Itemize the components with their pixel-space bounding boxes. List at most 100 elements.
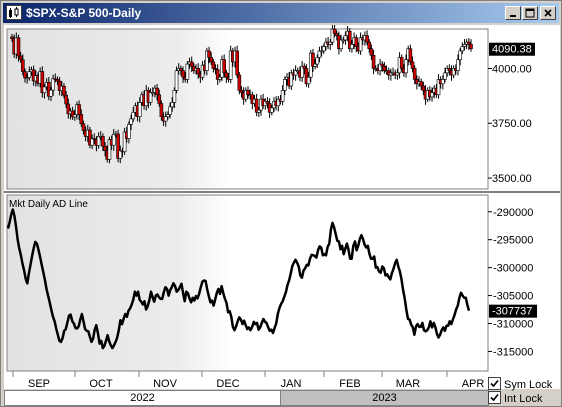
sym-lock-toggle[interactable]: Sym Lock [488,377,553,391]
price-candle [163,116,168,122]
price-candle [23,71,27,79]
price-candle [27,71,32,78]
footer-bar: 2022 2023 [4,390,560,406]
price-candle [200,64,205,78]
price-candle [64,94,68,105]
price-candle [369,48,374,56]
price-candle [218,76,222,80]
price-candle [72,114,77,118]
price-candle [62,85,66,96]
price-candle [215,69,220,80]
window-title: $SPX-S&P 500-Daily [26,6,142,20]
price-axis-label: 3750.00 [492,118,532,130]
price-candle [313,63,317,67]
last-ad-label: -307737 [492,306,532,318]
price-candle [443,72,447,80]
price-candle [207,50,211,58]
ad-axis-label: -295000 [493,235,533,247]
price-candle [462,44,467,47]
price-candle [350,44,354,50]
year-label-2022: 2022 [4,390,281,406]
price-candle [283,79,287,91]
price-candle [157,94,162,104]
maximize-icon [525,8,535,18]
price-candle [347,30,352,50]
price-candle [311,52,315,67]
price-candle [332,28,337,34]
price-candle [339,39,343,50]
sym-lock-checkbox[interactable] [488,377,501,390]
price-candle [18,55,23,60]
ad-panel-shading [7,195,232,371]
price-candle [306,76,311,85]
price-candle [107,139,112,160]
int-lock-checkbox[interactable] [488,391,501,404]
price-candle [404,59,408,74]
ad-axis-label: -310000 [493,319,533,331]
price-candle [122,131,127,153]
price-candle [103,145,107,151]
price-candle [354,37,359,47]
price-panel-shading [7,29,232,189]
chart-svg[interactable]: Mkt Daily AD Line 4000.00 3750.00 3500.00 4… [4,23,560,390]
price-candle [96,136,101,146]
price-candle [419,81,424,87]
price-candle [166,114,170,117]
price-candle [21,59,25,72]
price-candle [209,57,213,63]
price-candle [382,65,387,71]
price-candle [430,92,434,98]
price-candle [25,77,29,79]
price-candle [469,44,473,50]
int-lock-toggle[interactable]: Int Lock [488,391,543,405]
price-candle [137,102,142,117]
last-ad-tag [489,304,537,318]
price-candle [317,50,322,58]
close-button[interactable] [540,6,556,20]
int-lock-label: Int Lock [504,393,543,405]
price-candle [341,39,346,42]
maximize-button[interactable] [522,6,538,20]
title-bar[interactable]: $SPX-S&P 500-Daily [3,3,559,23]
price-candle [196,68,200,75]
price-candle [189,61,194,67]
price-candle [205,50,209,71]
ad-panel-frame [6,194,489,372]
price-candle [148,92,153,103]
ad-panel-title: Mkt Daily AD Line [9,199,88,210]
price-candle [51,78,55,91]
price-candle [129,118,133,125]
price-candle [421,85,426,91]
price-candle [441,79,445,85]
price-candle [315,57,320,65]
price-candle [224,72,229,78]
price-candle [49,89,53,97]
price-candle [246,90,250,96]
month-label: DEC [216,378,239,389]
price-candle [42,86,47,94]
month-label: NOV [153,378,178,389]
price-candle [40,71,45,94]
price-candle [451,68,456,76]
ad-axis-label: -300000 [493,263,533,275]
price-candle [159,103,164,117]
price-candle [254,98,259,113]
chart-area[interactable]: Mkt Daily AD Line 4000.00 3750.00 3500.00 4… [4,23,560,390]
minimize-button[interactable] [505,6,521,20]
price-candle [270,107,274,113]
last-price-tag [489,42,535,56]
month-label: SEP [28,378,50,389]
price-candle [70,110,75,118]
price-candle [358,37,363,52]
month-label: APR [462,378,485,389]
price-candle [55,79,60,82]
price-candle [395,72,400,76]
price-candle [302,65,307,69]
price-candle [257,109,261,113]
ad-axis-label: -315000 [493,346,533,358]
price-candle [111,133,116,146]
close-icon [544,9,552,17]
sym-lock-label: Sym Lock [504,379,553,391]
price-candle [116,133,120,159]
price-candle [410,61,415,69]
